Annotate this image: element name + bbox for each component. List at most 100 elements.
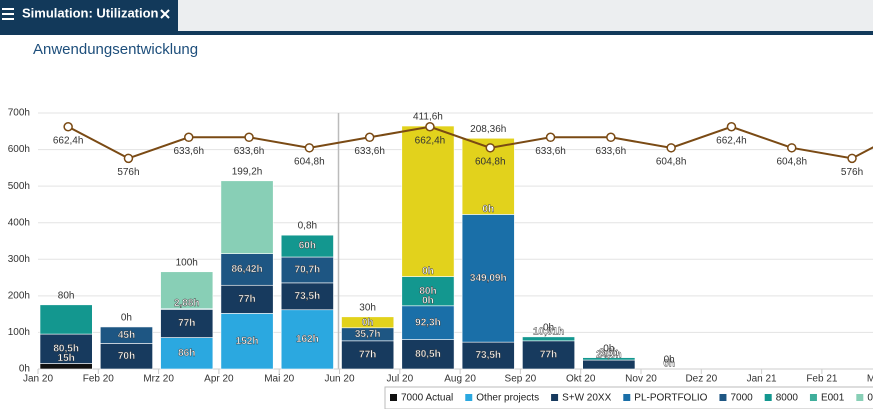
bar-value-label: 45h (118, 330, 135, 341)
line-marker (304, 143, 315, 153)
line-value-label: 576h (841, 167, 863, 178)
bar-value-label: 77h (540, 350, 557, 361)
y-tick-label: 400h (8, 217, 30, 228)
line-marker (485, 143, 495, 153)
line-marker (847, 153, 857, 164)
bar-segment (280, 282, 334, 311)
bar-value-label: 10,91h (533, 326, 564, 337)
x-tick-label: Feb 20 (83, 374, 115, 385)
x-tick-label: Dez 20 (685, 374, 717, 385)
bar-segment (461, 214, 515, 343)
bar-segment (220, 284, 274, 314)
line-marker (244, 132, 254, 143)
bar-value-label: 86,42h (231, 264, 262, 275)
bar-segment (401, 339, 455, 370)
line-marker (545, 132, 556, 143)
legend-label[interactable]: 7000 (730, 393, 753, 404)
bar-segment (39, 304, 93, 335)
x-tick-label: Sep 20 (505, 374, 537, 385)
bar-value-label: 0h (543, 322, 554, 333)
y-tick-label: 300h (8, 254, 30, 265)
close-icon[interactable] (160, 9, 170, 19)
bar-segment (100, 343, 153, 370)
line-value-label: 633,6h (173, 146, 204, 157)
bar-value-label: 60h (299, 241, 316, 252)
bar-value-label: 0h (664, 355, 675, 366)
bar-value-label: 73,5h (295, 291, 321, 302)
bar-segment (341, 316, 395, 329)
bar-value-label: 80,5h (53, 343, 79, 354)
bar-segment (401, 125, 455, 277)
bar-value-label: 70,7h (295, 265, 321, 276)
legend-swatch (623, 394, 631, 401)
line-marker (364, 132, 375, 143)
line-value-label: 662,4h (415, 135, 446, 146)
y-tick-label: 700h (8, 108, 30, 119)
legend-label[interactable]: Other projects (476, 393, 539, 404)
line-value-label: 633,6h (535, 146, 566, 157)
y-tick-label: 200h (8, 290, 30, 301)
tab-title: Simulation: Utilization (22, 5, 159, 20)
line-marker (666, 143, 676, 153)
legend-label[interactable]: 7000 Actual (401, 393, 453, 404)
bar-value-label: 80h (419, 286, 436, 297)
legend: 7000 Actual Other projects S+W 20XX PL-PORT… (390, 393, 873, 404)
legend-swatch (764, 394, 772, 401)
bar-value-label: 0h (482, 204, 494, 215)
legend-label[interactable]: S+W 20XX (562, 393, 612, 404)
bar-segment (582, 359, 636, 370)
bar-value-label: 0,8h (298, 220, 317, 231)
x-tick-label: Mrz 20 (143, 374, 174, 385)
bar-segment (100, 326, 153, 344)
legend-swatch (856, 394, 864, 401)
bar-value-label: 77h (238, 294, 255, 305)
bar-value-label: 199,2h (232, 166, 263, 177)
bar-segment (39, 333, 93, 364)
y-tick-label: 600h (8, 144, 30, 155)
line-value-label: 604,8h (294, 156, 325, 167)
bar-segment (220, 313, 274, 370)
bar-value-label: 0h (603, 343, 614, 354)
bar-value-label: 2,88h (174, 298, 200, 309)
bar-value-label: 349,09h (470, 273, 507, 284)
y-tick-label: 500h (8, 181, 30, 192)
line-marker (184, 132, 194, 143)
x-tick-label: Nov 20 (625, 374, 657, 385)
legend-swatch (390, 394, 397, 401)
x-tick-label: Jan 21 (747, 374, 777, 385)
bar-segment (160, 309, 214, 338)
bar-value-label: 86h (178, 348, 195, 359)
menu-icon[interactable] (2, 8, 14, 20)
line-marker (123, 153, 134, 164)
line-marker (425, 122, 435, 132)
bar-value-label: 0h (121, 313, 132, 324)
x-tick-label: Apr 20 (204, 374, 234, 385)
line-marker (787, 143, 797, 153)
line-value-label: 633,6h (354, 146, 385, 157)
line-value-label: 604,8h (776, 156, 807, 167)
legend-label[interactable]: 8000 (776, 393, 799, 404)
line-marker (606, 132, 616, 143)
x-tick-label: Aug 20 (444, 374, 476, 385)
legend-label[interactable]: E001 (821, 393, 845, 404)
bar-segment (522, 336, 576, 342)
bar-segment (582, 357, 636, 361)
bar-segment (280, 256, 334, 284)
bar-value-label: 80,5h (415, 349, 441, 360)
bar-value-label: 162h (296, 334, 319, 345)
line-value-label: 662,4h (716, 135, 747, 146)
legend-label[interactable]: PL-PORTFOLIO (634, 393, 707, 404)
legend-swatch (719, 394, 727, 401)
bar-value-label: 6,6h (599, 347, 619, 358)
x-tick-label: Mrz 21 (867, 374, 873, 385)
tab[interactable] (0, 0, 178, 31)
legend-swatch (809, 394, 817, 401)
line-value-label: 604,8h (656, 156, 687, 167)
plot: 0h 100h 200h 300h 400h 500h 600h 700h Jan 20 Feb … (8, 108, 873, 385)
bar-value-label: 15h (58, 353, 75, 364)
line-marker (726, 122, 737, 132)
bar-segment (39, 363, 93, 370)
